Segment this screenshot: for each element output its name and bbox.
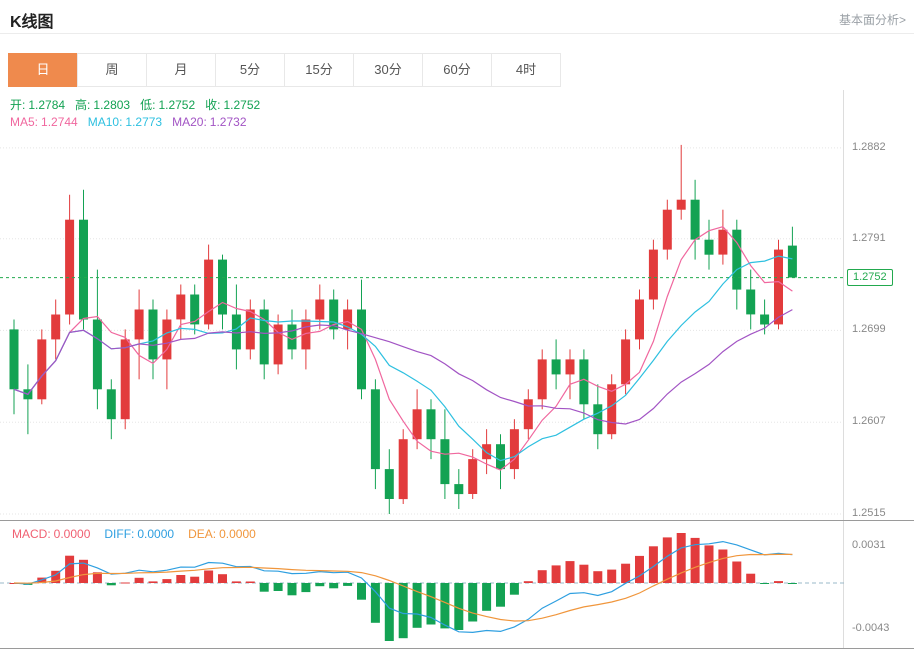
macd-value: MACD: 0.0000 [12,527,90,541]
tab-month[interactable]: 月 [146,53,216,87]
tab-60min[interactable]: 60分 [422,53,492,87]
fundamental-analysis-link[interactable]: 基本面分析> [838,13,906,27]
panel-divider [0,520,914,521]
legend-value: 1.2773 [125,115,163,129]
timeframe-tabbar: 日 周 月 5分 15分 30分 60分 4时 [8,53,561,87]
legend-value: 1.2744 [41,115,78,129]
legend-value: 1.2752 [223,98,261,112]
legend-label: MA20: [172,115,207,129]
tab-30min[interactable]: 30分 [353,53,423,87]
tab-day[interactable]: 日 [8,53,78,87]
y-axis-label: 1.2791 [852,232,886,244]
ma5-value: MA5: 1.2744 [10,115,78,129]
legend-value: 0.0000 [219,527,256,541]
ohlc-high: 高: 1.2803 [75,96,130,113]
ohlc-close: 收: 1.2752 [205,96,260,113]
legend-label: MA5: [10,115,39,129]
price-axis: 1.2882 1.2791 1.2699 1.2607 1.2515 1.275… [843,90,914,648]
legend-label: MACD: [12,527,51,541]
ma-legend: MA5: 1.2744 MA10: 1.2773 MA20: 1.2732 [10,115,247,129]
legend-value: 1.2784 [28,98,66,112]
legend-label: DEA: [188,527,217,541]
y-axis-label: 1.2515 [852,507,886,519]
legend-value: 0.0000 [53,527,91,541]
tab-4hour[interactable]: 4时 [491,53,561,87]
ohlc-open: 开: 1.2784 [10,96,65,113]
macd-axis-max: 0.0031 [852,539,886,551]
y-axis-label: 1.2699 [852,323,886,335]
legend-label: 开: [10,98,26,112]
ohlc-low: 低: 1.2752 [140,96,195,113]
candlestick-chart[interactable] [0,90,844,520]
bottom-divider [0,648,914,649]
y-axis-label: 1.2882 [852,141,886,153]
legend-value: 1.2732 [209,115,247,129]
page-title: K线图 [10,14,54,31]
tab-15min[interactable]: 15分 [284,53,354,87]
macd-legend: MACD: 0.0000 DIFF: 0.0000 DEA: 0.0000 [12,527,256,541]
tab-5min[interactable]: 5分 [215,53,285,87]
current-price-tag: 1.2752 [847,269,893,286]
legend-label: 高: [75,98,91,112]
diff-value: DIFF: 0.0000 [104,527,174,541]
y-axis-label: 1.2607 [852,415,886,427]
ohlc-legend: 开: 1.2784 高: 1.2803 低: 1.2752 收: 1.2752 [10,96,260,113]
macd-axis-min: -0.0043 [852,622,890,634]
macd-panel [0,520,844,648]
legend-value: 1.2803 [93,98,131,112]
legend-label: 低: [140,98,156,112]
legend-value: 1.2752 [158,98,196,112]
legend-label: 收: [205,98,221,112]
dea-value: DEA: 0.0000 [188,527,256,541]
legend-label: DIFF: [104,527,135,541]
legend-value: 0.0000 [137,527,175,541]
header-divider [0,33,914,34]
ma10-value: MA10: 1.2773 [88,115,162,129]
tab-week[interactable]: 周 [77,53,147,87]
macd-chart[interactable] [0,521,844,647]
ma20-value: MA20: 1.2732 [172,115,246,129]
legend-label: MA10: [87,115,123,129]
main-chart-area: 开: 1.2784 高: 1.2803 低: 1.2752 收: 1.2752 MA5:… [0,90,844,520]
